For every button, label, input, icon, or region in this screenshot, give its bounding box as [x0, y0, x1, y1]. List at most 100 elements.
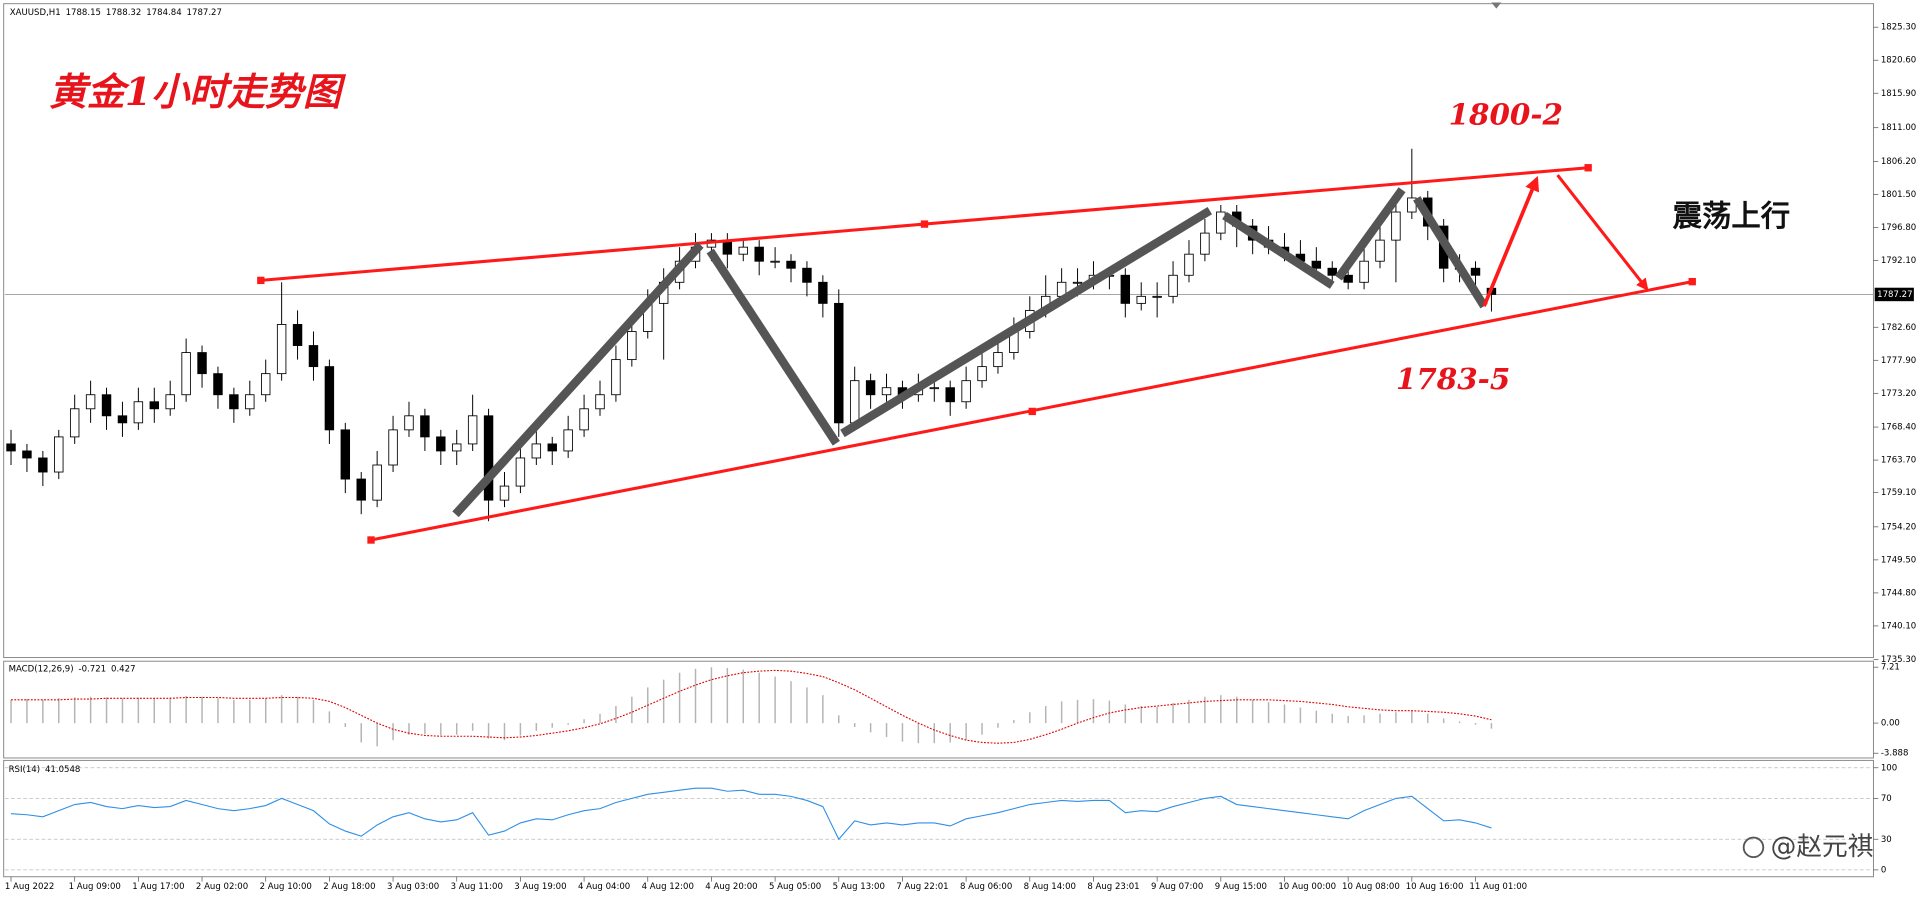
macd-bar — [694, 668, 697, 724]
candle-body — [404, 415, 414, 431]
high-value: 1788.32 — [106, 8, 141, 18]
candle-body — [245, 394, 255, 410]
macd-bar — [1108, 700, 1111, 724]
macd-bar — [1140, 706, 1142, 724]
y-tick-label: 1825.30 — [1881, 23, 1916, 33]
macd-bar — [312, 699, 315, 724]
macd-bar — [535, 723, 538, 731]
lower-target-label: 1783-5 — [1396, 361, 1510, 396]
macd-bar — [1188, 699, 1190, 724]
macd-bar — [26, 699, 28, 724]
symbol-label: XAUUSD,H1 — [10, 8, 61, 18]
macd-bar — [933, 723, 936, 744]
indicator-name: RSI(14) — [9, 764, 40, 774]
candle-body — [754, 246, 764, 262]
candle-body — [133, 401, 144, 424]
macd-bar — [1124, 704, 1127, 724]
y-tick-label: 1740.10 — [1881, 621, 1916, 631]
macd-bar — [360, 723, 362, 743]
x-tick-label: 2 Aug 18:00 — [323, 882, 375, 892]
signal-value: 0.427 — [111, 664, 136, 674]
macd-bar — [58, 698, 60, 724]
candle-body — [627, 331, 637, 361]
x-tick-label: 8 Aug 14:00 — [1024, 882, 1076, 892]
x-tick-label: 4 Aug 20:00 — [705, 882, 757, 892]
macd-bar — [1411, 710, 1413, 724]
watermark-text: @赵元祺 — [1771, 832, 1874, 862]
y-tick-label: 1782.60 — [1881, 323, 1916, 333]
macd-bar — [917, 723, 920, 744]
candle-body — [261, 373, 271, 396]
candle-body — [1184, 253, 1194, 276]
macd-bar — [662, 679, 665, 724]
channel-handle — [367, 536, 375, 544]
x-tick-label: 10 Aug 16:00 — [1406, 882, 1464, 892]
macd-bar — [853, 723, 856, 727]
channel-handle — [257, 276, 265, 285]
y-tick-label: 1768.40 — [1881, 423, 1916, 433]
wave-line — [706, 248, 840, 446]
panel-header: RSI(14) 41.0548 — [9, 764, 81, 774]
macd-bar — [1283, 704, 1286, 724]
candle-body — [181, 352, 191, 396]
candle-body — [85, 394, 96, 410]
macd-bar — [997, 723, 999, 728]
candle-body — [1072, 281, 1083, 284]
macd-bar — [503, 723, 506, 741]
plot-area: XAUUSD,H1 1788.15 1788.32 1784.84 1787.27 182… — [4, 8, 1916, 892]
y-tick-label: 1777.90 — [1881, 356, 1916, 366]
candle-body — [467, 415, 478, 445]
candle-body — [1343, 274, 1353, 283]
candle-body — [499, 485, 510, 501]
macd-bar — [328, 711, 331, 724]
y-tick-label: 1773.20 — [1881, 389, 1916, 399]
x-tick-label: 9 Aug 07:00 — [1151, 882, 1203, 892]
candle-body — [388, 429, 398, 466]
macd-bar — [1490, 723, 1493, 729]
candle-body — [1136, 295, 1146, 304]
candle-body — [929, 387, 939, 390]
x-tick-label: 10 Aug 00:00 — [1278, 882, 1336, 892]
y-tick-label: 1744.80 — [1881, 588, 1916, 598]
macd-bar — [1076, 699, 1079, 724]
macd-bar — [1220, 695, 1222, 724]
candle-body — [292, 324, 303, 346]
x-tick-label: 1 Aug 2022 — [5, 882, 54, 892]
channel-handle — [1688, 277, 1696, 286]
x-tick-label: 2 Aug 02:00 — [196, 882, 248, 892]
macd-bar — [838, 715, 840, 724]
y-tick-label: 1735.30 — [1881, 655, 1916, 665]
y-tick-label: 1806.20 — [1881, 157, 1916, 167]
macd-bar — [742, 669, 745, 724]
candle-body — [308, 345, 319, 368]
macd-bar — [376, 723, 378, 747]
macd-bar — [949, 723, 951, 743]
candle-body — [1200, 232, 1210, 255]
y-tick-label: 1796.80 — [1881, 223, 1916, 233]
x-tick-label: 9 Aug 15:00 — [1215, 882, 1267, 892]
wave-line — [1222, 211, 1335, 289]
x-tick-label: 4 Aug 12:00 — [642, 882, 694, 892]
candle-body — [1375, 239, 1385, 262]
candle-body — [38, 457, 48, 473]
y-tick-label: 1820.60 — [1881, 56, 1916, 66]
candle-body — [786, 260, 796, 269]
x-tick-label: 3 Aug 19:00 — [514, 882, 566, 892]
x-tick-label: 8 Aug 23:01 — [1087, 882, 1139, 892]
wave-line — [452, 242, 704, 518]
macd-bar — [806, 687, 808, 724]
macd-bar — [1379, 713, 1381, 724]
y-tick-label: 1801.50 — [1881, 190, 1916, 200]
macd-bar — [1172, 702, 1174, 724]
macd-bar — [487, 723, 490, 739]
candle-body — [165, 394, 175, 410]
macd-bar — [551, 723, 553, 728]
macd-bar — [519, 723, 522, 736]
candle-body — [945, 387, 955, 403]
y-tick-label: 1792.10 — [1881, 256, 1916, 266]
main-panel-border — [3, 3, 1874, 659]
macd-bar — [869, 723, 872, 733]
macd-bar — [185, 695, 187, 724]
x-tick-label: 7 Aug 22:01 — [896, 882, 948, 892]
